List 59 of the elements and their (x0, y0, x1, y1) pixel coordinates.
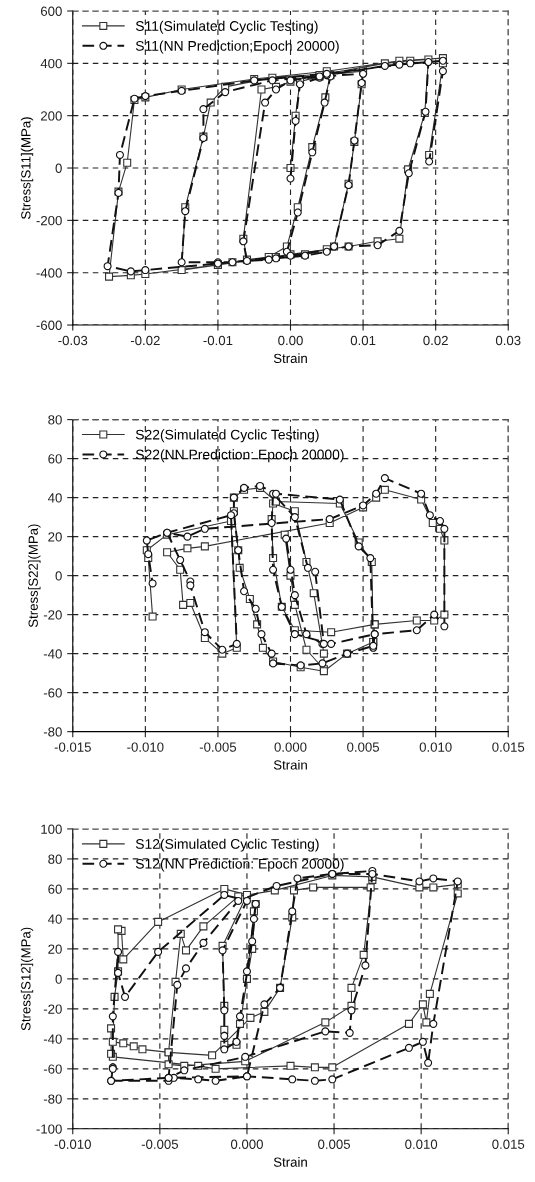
y-tick-label: -600 (36, 320, 62, 330)
y-tick-label: 600 (41, 6, 62, 16)
x-tick-label: 0.010 (405, 1139, 438, 1149)
legend-label: S22(Simulated Cyclic Testing) (135, 429, 319, 443)
legend-label: S11(Simulated Cyclic Testing) (135, 20, 318, 34)
x-tick-label: 0.000 (274, 742, 307, 752)
x-tick-label: 0.03 (495, 335, 521, 346)
y-tick-label: -100 (36, 1124, 62, 1134)
y-axis-title: Stress[S11](MPa) (20, 117, 34, 219)
legend-label: S11(NN Prediction;Epoch 20000) (135, 40, 339, 54)
y-tick-label: 20 (48, 944, 62, 954)
y-tick-label: 60 (48, 884, 62, 894)
legend-label: S22(NN Prediction: Epoch 20000) (135, 449, 344, 463)
y-tick-label: 80 (48, 415, 62, 425)
x-tick-label: 0.02 (423, 335, 448, 346)
legend-label: S12(Simulated Cyclic Testing) (135, 838, 319, 852)
x-tick-label: -0.015 (54, 742, 91, 752)
x-tick-label: 0.010 (419, 742, 452, 752)
x-tick-label: 0.01 (350, 335, 376, 346)
y-axis-title: Stress[S12](MPa) (20, 927, 34, 1031)
x-tick-label: -0.010 (54, 1139, 91, 1149)
y-tick-label: 0 (55, 163, 62, 173)
y-tick-label: -400 (36, 268, 62, 278)
x-axis-title: Strain (273, 353, 307, 364)
y-tick-label: -40 (43, 1034, 62, 1044)
y-tick-label: -200 (36, 215, 62, 226)
y-tick-label: 40 (47, 914, 62, 924)
y-tick-label: 400 (40, 58, 62, 69)
x-tick-label: 0.000 (230, 1139, 263, 1149)
x-axis-title: Strain (273, 1157, 307, 1167)
x-tick-label: -0.005 (199, 742, 237, 752)
y-tick-label: -80 (43, 727, 62, 737)
y-tick-label: -80 (43, 1094, 62, 1104)
x-tick-label: 0.015 (492, 1139, 525, 1149)
y-tick-label: 20 (48, 532, 62, 542)
x-tick-label: 0.005 (347, 742, 380, 752)
x-tick-label: -0.02 (130, 335, 160, 346)
y-tick-label: 200 (41, 111, 62, 121)
y-tick-label: -20 (43, 610, 62, 620)
y-tick-label: 40 (47, 493, 62, 503)
x-tick-label: -0.03 (58, 335, 88, 346)
y-tick-label: -20 (43, 1004, 62, 1014)
x-tick-label: -0.005 (141, 1139, 179, 1149)
legend-label: S12(NN Prediction: Epoch 20000) (135, 858, 344, 872)
y-tick-label: 0 (55, 571, 62, 581)
y-tick-label: -60 (43, 688, 62, 698)
y-tick-label: 100 (41, 824, 62, 834)
x-tick-label: 0.00 (278, 335, 303, 346)
y-tick-label: -40 (43, 649, 62, 659)
x-axis-title: Strain (273, 759, 307, 770)
y-tick-label: 60 (48, 454, 62, 464)
y-tick-label: -60 (43, 1064, 62, 1074)
x-tick-label: 0.015 (492, 742, 525, 752)
y-tick-label: 80 (48, 854, 62, 864)
x-tick-label: -0.010 (127, 742, 164, 752)
x-tick-label: 0.005 (318, 1139, 351, 1149)
y-axis-title: Stress[S22](MPa) (28, 524, 41, 628)
y-tick-label: 0 (55, 974, 62, 984)
x-tick-label: -0.01 (203, 335, 233, 346)
